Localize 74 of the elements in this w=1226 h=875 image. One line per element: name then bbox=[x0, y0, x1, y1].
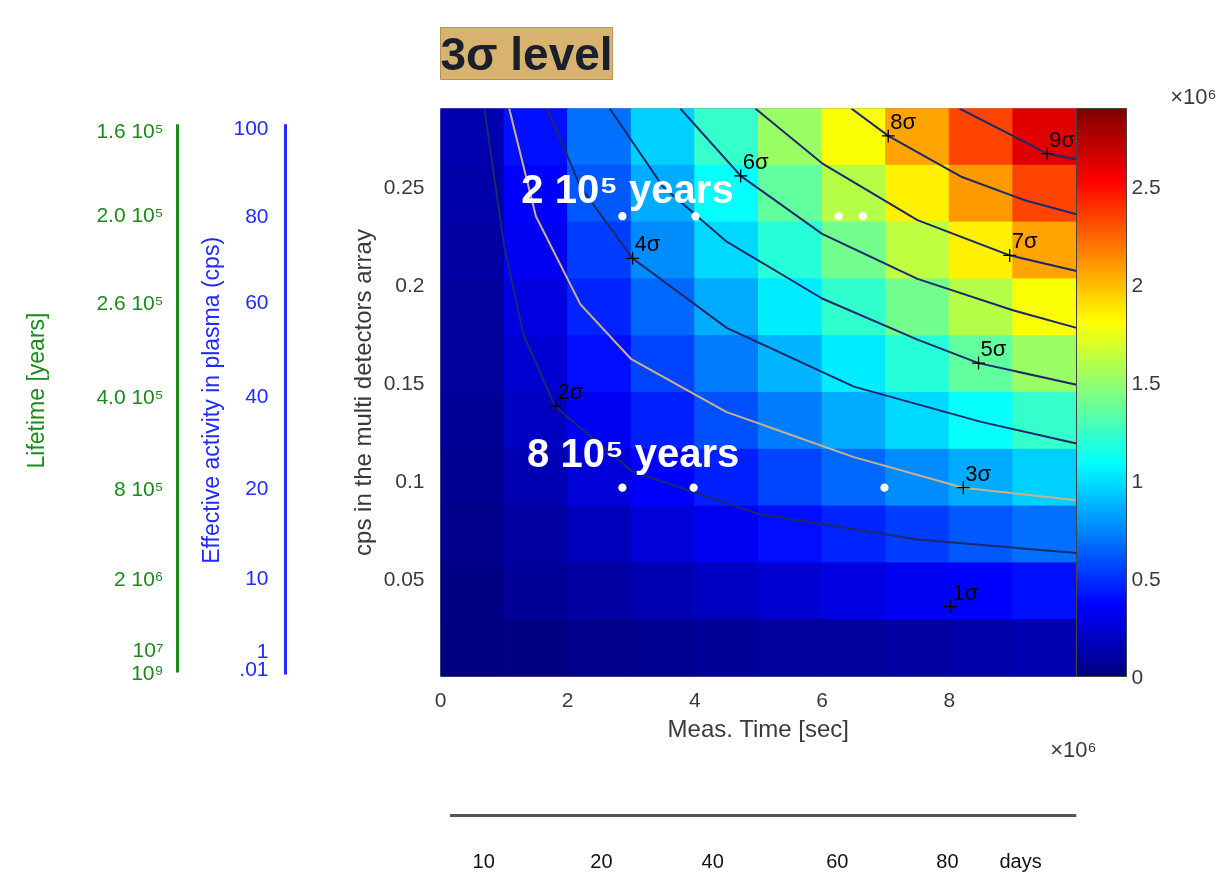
point bbox=[618, 483, 627, 492]
point bbox=[880, 483, 889, 492]
color-bar-label: 2.5 bbox=[1131, 174, 1161, 198]
x-axis-title: Meas. Time [sec] bbox=[667, 714, 849, 742]
text: 10⁹ bbox=[131, 661, 164, 685]
series-label: 1σ bbox=[952, 579, 979, 605]
text: 60 bbox=[826, 849, 849, 872]
point bbox=[1002, 248, 1017, 263]
text: 3σ level bbox=[440, 27, 613, 80]
series-label: 2σ bbox=[557, 379, 584, 405]
y-tick-label: 0.15 bbox=[383, 370, 425, 394]
text: 80 bbox=[936, 849, 959, 872]
point bbox=[548, 399, 563, 414]
point bbox=[689, 483, 698, 492]
text: 100 bbox=[233, 116, 269, 140]
series-label: 3σ bbox=[965, 460, 992, 486]
text: 80 bbox=[245, 204, 269, 228]
x-tick-label: 6 bbox=[816, 687, 828, 711]
point bbox=[834, 212, 843, 221]
series-label: 5σ bbox=[980, 336, 1007, 362]
x-tick-label: 8 bbox=[943, 687, 956, 711]
point bbox=[1040, 146, 1055, 161]
text: days bbox=[999, 849, 1042, 872]
x-tick-label: 0 bbox=[434, 687, 447, 711]
point bbox=[956, 480, 971, 495]
y-axis-title: cps in the multi detectors array bbox=[348, 229, 376, 556]
line-series bbox=[958, 108, 1077, 161]
line-series bbox=[850, 108, 1077, 216]
color-bar-label: 0.5 bbox=[1131, 566, 1161, 590]
point bbox=[733, 168, 748, 184]
point bbox=[691, 212, 700, 221]
series-label: 8σ bbox=[890, 108, 917, 134]
y-tick-label: 0.05 bbox=[383, 566, 425, 590]
text: Lifetime [years] bbox=[22, 312, 49, 469]
text: ×10⁶ bbox=[1170, 83, 1217, 109]
series-label: 7σ bbox=[1011, 228, 1038, 254]
x-tick-label: 4 bbox=[689, 687, 702, 711]
x-tick-label: 2 bbox=[561, 687, 574, 711]
color-bar-label: 1.5 bbox=[1131, 370, 1161, 394]
text: 20 bbox=[245, 475, 269, 499]
text: 40 bbox=[701, 849, 724, 872]
color-bar-label: 0 bbox=[1131, 664, 1144, 688]
point bbox=[943, 599, 958, 614]
color-bar-label: 2 bbox=[1131, 272, 1144, 296]
point bbox=[858, 212, 867, 221]
text: 4.0 10⁵ bbox=[96, 384, 164, 408]
y-tick-label: 0.25 bbox=[383, 174, 425, 198]
text: 2.0 10⁵ bbox=[96, 202, 164, 226]
y-tick-label: 0.1 bbox=[395, 468, 425, 492]
text: 1 bbox=[256, 639, 269, 663]
point bbox=[625, 251, 640, 266]
line-series bbox=[483, 108, 1077, 555]
text: 10⁷ bbox=[132, 637, 164, 661]
text: 8 10⁵ bbox=[113, 476, 164, 500]
point bbox=[618, 212, 627, 221]
text: ×10⁶ bbox=[1050, 736, 1097, 762]
text: 10 bbox=[245, 565, 269, 589]
text: Effective activity in plasma (cps) bbox=[197, 236, 224, 564]
text: 20 bbox=[590, 849, 613, 872]
series-label: 6σ bbox=[742, 148, 769, 174]
text: 40 bbox=[245, 384, 269, 408]
point bbox=[971, 355, 986, 371]
point bbox=[881, 128, 896, 144]
y-tick-label: 0.2 bbox=[395, 272, 425, 296]
text: 2.6 10⁵ bbox=[96, 290, 164, 314]
text: 1.6 10⁵ bbox=[96, 118, 164, 142]
text: 2 10⁶ bbox=[113, 567, 164, 591]
color-bar-label: 1 bbox=[1131, 468, 1144, 492]
text: 60 bbox=[245, 290, 269, 314]
annotation: 8 10⁵ years bbox=[527, 431, 740, 476]
text: 10 bbox=[472, 849, 495, 872]
series-label: 4σ bbox=[634, 231, 661, 257]
line-series bbox=[508, 108, 1077, 502]
series-label: 9σ bbox=[1049, 126, 1076, 152]
